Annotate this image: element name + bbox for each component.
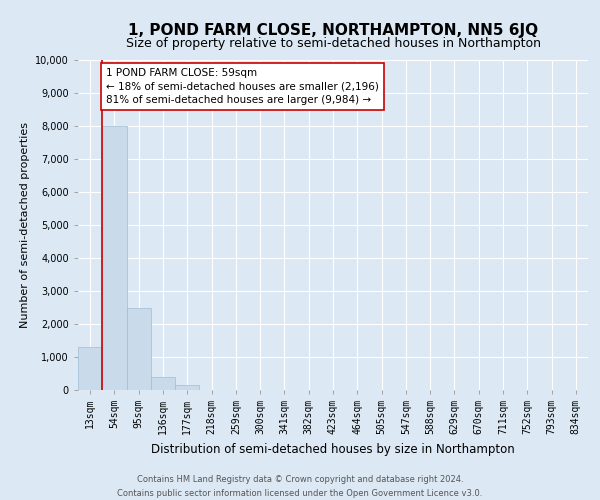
X-axis label: Distribution of semi-detached houses by size in Northampton: Distribution of semi-detached houses by … [151,442,515,456]
Y-axis label: Number of semi-detached properties: Number of semi-detached properties [20,122,29,328]
Text: Contains HM Land Registry data © Crown copyright and database right 2024.
Contai: Contains HM Land Registry data © Crown c… [118,476,482,498]
Bar [127,308,151,390]
Bar [78,347,102,390]
Text: 1 POND FARM CLOSE: 59sqm
← 18% of semi-detached houses are smaller (2,196)
81% o: 1 POND FARM CLOSE: 59sqm ← 18% of semi-d… [106,68,379,104]
Bar [151,377,175,390]
Bar [102,126,127,390]
Bar [175,385,199,390]
Text: Size of property relative to semi-detached houses in Northampton: Size of property relative to semi-detach… [125,38,541,51]
Text: 1, POND FARM CLOSE, NORTHAMPTON, NN5 6JQ: 1, POND FARM CLOSE, NORTHAMPTON, NN5 6JQ [128,22,538,38]
